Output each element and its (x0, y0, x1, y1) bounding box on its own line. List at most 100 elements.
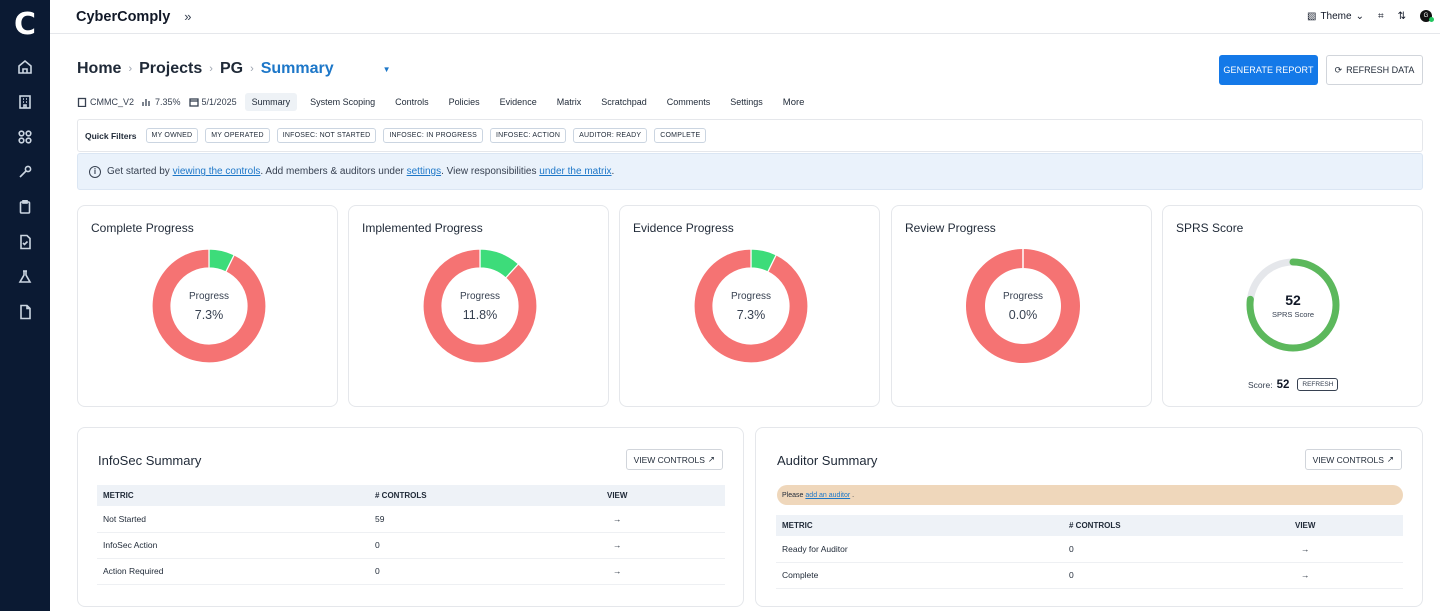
wrench-icon[interactable] (15, 163, 35, 181)
matrix-link[interactable]: under the matrix (539, 166, 612, 177)
framework-meta: CMMC_V2 (77, 97, 134, 107)
progress-card: Implemented Progress Progress 11.8% (348, 205, 609, 407)
chevron-right-icon: › (209, 63, 213, 75)
tab-more[interactable]: More (782, 96, 805, 108)
banner-text: Get started by viewing the controls. Add… (107, 166, 614, 177)
table-row[interactable]: Not Started 59 → (97, 506, 725, 533)
card-title: Evidence Progress (633, 221, 734, 235)
filter-chip[interactable]: AUDITOR: READY (573, 128, 648, 143)
breadcrumb-home[interactable]: Home (77, 60, 122, 77)
banner-text-3: . View responsibilities (441, 166, 540, 177)
donut-value: 11.8% (462, 307, 498, 322)
theme-button[interactable]: ▧ Theme ⌄ (1307, 11, 1364, 22)
donut-slice-remaining (422, 248, 538, 364)
info-icon: i (89, 165, 101, 178)
flask-icon[interactable] (15, 268, 35, 286)
quick-filters-label: Quick Filters (85, 130, 137, 141)
arrow-right-icon[interactable]: → (601, 532, 725, 559)
filter-chip[interactable]: COMPLETE (654, 128, 707, 143)
arrow-right-icon[interactable]: → (1289, 536, 1403, 563)
tab-comments[interactable]: Comments (666, 97, 711, 107)
file-check-icon[interactable] (15, 233, 35, 251)
tag-icon[interactable]: ⌗ (1377, 10, 1384, 22)
theme-label: Theme (1320, 10, 1352, 22)
sliders-icon[interactable]: ⇅ (1397, 10, 1406, 22)
column-header: # CONTROLS (1063, 515, 1289, 536)
grid-icon[interactable] (15, 128, 35, 146)
tab-matrix[interactable]: Matrix (556, 97, 582, 107)
avatar[interactable]: G (1420, 10, 1434, 22)
donut-chart (422, 248, 538, 364)
notice-text: Please (782, 491, 804, 499)
app-name: CyberComply (76, 8, 171, 25)
column-header: METRIC (776, 515, 1063, 536)
date-meta: 5/1/2025 (188, 97, 237, 107)
banner-text-1: Get started by (107, 166, 173, 177)
table-row[interactable]: Ready for Auditor 0 → (776, 536, 1403, 563)
tab-controls[interactable]: Controls (395, 97, 429, 107)
arrow-right-icon[interactable]: → (1289, 562, 1403, 589)
view-controls-label: VIEW CONTROLS (1312, 454, 1384, 465)
viewing-controls-link[interactable]: viewing the controls (172, 166, 261, 177)
home-icon[interactable] (15, 58, 35, 76)
donut-center-label: Progress (459, 290, 500, 302)
table-row[interactable]: Complete 0 → (776, 562, 1403, 589)
file-icon[interactable] (15, 303, 35, 321)
tab-policies[interactable]: Policies (448, 97, 480, 107)
sprs-refresh-button[interactable]: REFRESH (1297, 378, 1339, 391)
view-controls-button[interactable]: VIEW CONTROLS ↗ (1304, 449, 1402, 470)
settings-link[interactable]: settings (406, 166, 442, 177)
notice-text-end: . (852, 491, 855, 499)
logo[interactable]: C (13, 7, 37, 42)
donut-chart (966, 249, 1080, 363)
banner-text-2: . Add members & auditors under (260, 166, 407, 177)
filter-chip[interactable]: INFOSEC: IN PROGRESS (383, 128, 484, 143)
quick-filters: Quick Filters MY OWNED MY OPERATED INFOS… (77, 119, 1423, 152)
tab-system-scoping[interactable]: System Scoping (310, 97, 376, 107)
generate-report-button[interactable]: GENERATE REPORT (1219, 55, 1318, 85)
percent-label: 7.35% (155, 97, 181, 107)
tab-settings[interactable]: Settings (730, 97, 763, 107)
double-chevron-right-icon[interactable]: » (184, 9, 192, 24)
refresh-icon: ⟳ (1334, 64, 1343, 75)
tab-summary[interactable]: Summary (244, 93, 298, 111)
column-header: # CONTROLS (369, 485, 601, 506)
building-icon[interactable] (15, 93, 35, 111)
arrow-right-icon[interactable]: → (601, 558, 725, 585)
controls-cell: 0 (369, 558, 601, 585)
progress-card: Review Progress Progress 0.0% (891, 205, 1152, 407)
auditor-table: METRIC # CONTROLS VIEW Ready for Auditor… (776, 515, 1403, 589)
clipboard-icon (77, 97, 87, 107)
filter-chip[interactable]: INFOSEC: NOT STARTED (276, 128, 377, 143)
caret-down-icon[interactable]: ▼ (382, 64, 391, 74)
arrow-right-icon[interactable]: → (601, 506, 725, 533)
donut-chart (693, 248, 809, 364)
percent-meta: 7.35% (142, 97, 181, 107)
card-title: Implemented Progress (362, 221, 483, 235)
breadcrumb-projects[interactable]: Projects (139, 60, 203, 77)
table-row[interactable]: Action Required 0 → (97, 558, 725, 585)
palette-icon: ▧ (1307, 10, 1317, 22)
card-title: Complete Progress (91, 221, 194, 235)
score-row: Score: 52 REFRESH (1248, 378, 1339, 391)
breadcrumb-project[interactable]: PG (219, 60, 244, 77)
view-controls-button[interactable]: VIEW CONTROLS ↗ (625, 449, 723, 470)
view-controls-label: VIEW CONTROLS (633, 454, 705, 465)
donut-slice-remaining (693, 248, 809, 364)
filter-chip[interactable]: INFOSEC: ACTION (490, 128, 567, 143)
filter-chip[interactable]: MY OWNED (145, 128, 199, 143)
tab-scratchpad[interactable]: Scratchpad (601, 97, 647, 107)
controls-cell: 59 (369, 506, 601, 533)
filter-chip[interactable]: MY OPERATED (205, 128, 270, 143)
controls-cell: 0 (1063, 562, 1289, 589)
tab-evidence[interactable]: Evidence (499, 97, 537, 107)
clipboard-icon[interactable] (15, 198, 35, 216)
refresh-data-button[interactable]: ⟳ REFRESH DATA (1326, 55, 1423, 85)
donut-center-label: Progress (1002, 290, 1043, 302)
date-label: 5/1/2025 (201, 97, 237, 107)
donut-value: 7.3% (736, 307, 766, 322)
panel-title: Auditor Summary (777, 453, 878, 468)
add-auditor-link[interactable]: add an auditor (805, 491, 851, 499)
table-row[interactable]: InfoSec Action 0 → (97, 532, 725, 559)
banner-text-4: . (611, 166, 615, 177)
